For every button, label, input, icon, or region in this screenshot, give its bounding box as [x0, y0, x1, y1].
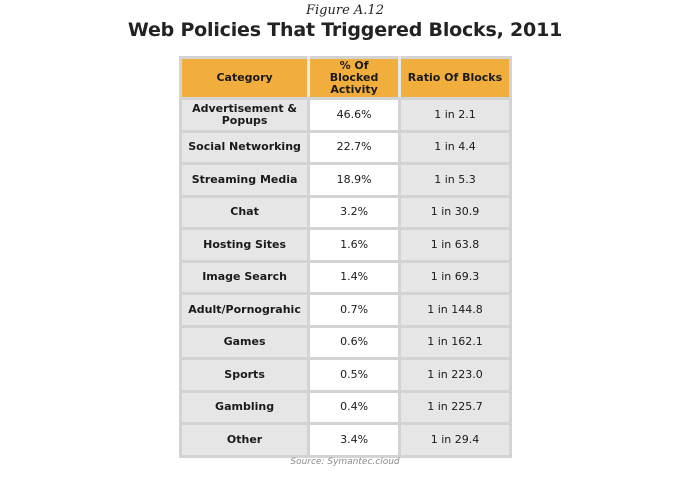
- percent-cell: 3.4%: [307, 422, 401, 456]
- category-cell: Streaming Media: [180, 162, 309, 196]
- percent-cell: 3.2%: [307, 194, 401, 229]
- table-row: Other 3.4% 1 in 29.4: [180, 422, 511, 456]
- table-header-row: Category % Of Blocked Activity Ratio Of …: [180, 57, 511, 100]
- ratio-cell: 1 in 225.7: [399, 389, 511, 424]
- percent-cell: 46.6%: [307, 98, 401, 131]
- table-row: Hosting Sites 1.6% 1 in 63.8: [180, 227, 511, 261]
- category-cell: Image Search: [180, 259, 309, 294]
- ratio-cell: 1 in 4.4: [399, 129, 511, 164]
- category-cell: Hosting Sites: [180, 227, 309, 261]
- ratio-cell: 1 in 5.3: [399, 162, 511, 196]
- header-category: Category: [180, 57, 309, 100]
- percent-cell: 0.5%: [307, 357, 401, 391]
- table-row: Gambling 0.4% 1 in 225.7: [180, 389, 511, 424]
- category-cell: Social Networking: [180, 129, 309, 164]
- ratio-cell: 1 in 29.4: [399, 422, 511, 456]
- figure-label: Figure A.12: [306, 3, 384, 18]
- category-cell: Other: [180, 422, 309, 456]
- header-ratio-of-blocks: Ratio Of Blocks: [397, 57, 511, 100]
- category-cell: Adult/Pornograhic: [180, 292, 309, 326]
- ratio-cell: 1 in 223.0: [399, 357, 511, 391]
- header-percent-blocked: % Of Blocked Activity: [307, 57, 400, 100]
- category-cell: Gambling: [180, 389, 309, 424]
- percent-cell: 0.7%: [307, 292, 401, 326]
- percent-cell: 1.4%: [307, 259, 401, 294]
- table-row: Image Search 1.4% 1 in 69.3: [180, 259, 511, 294]
- ratio-cell: 1 in 30.9: [399, 194, 511, 229]
- percent-cell: 0.4%: [307, 389, 401, 424]
- figure-title: Web Policies That Triggered Blocks, 2011: [127, 19, 563, 41]
- category-cell: Sports: [180, 357, 309, 391]
- table-row: Advertisement & Popups 46.6% 1 in 2.1: [180, 98, 511, 131]
- percent-cell: 0.6%: [307, 324, 401, 359]
- percent-cell: 1.6%: [307, 227, 401, 261]
- table-row: Chat 3.2% 1 in 30.9: [180, 194, 511, 229]
- source-note: Source: Symantec.cloud: [290, 457, 400, 467]
- category-cell: Chat: [180, 194, 309, 229]
- table-row: Adult/Pornograhic 0.7% 1 in 144.8: [180, 292, 511, 326]
- ratio-cell: 1 in 69.3: [399, 259, 511, 294]
- percent-cell: 18.9%: [307, 162, 401, 196]
- table-row: Streaming Media 18.9% 1 in 5.3: [180, 162, 511, 196]
- ratio-cell: 1 in 2.1: [399, 98, 511, 131]
- percent-cell: 22.7%: [307, 129, 401, 164]
- ratio-cell: 1 in 144.8: [399, 292, 511, 326]
- web-policies-table: Category % Of Blocked Activity Ratio Of …: [179, 56, 512, 458]
- category-cell: Advertisement & Popups: [180, 98, 309, 131]
- table-row: Sports 0.5% 1 in 223.0: [180, 357, 511, 391]
- ratio-cell: 1 in 162.1: [399, 324, 511, 359]
- category-cell: Games: [180, 324, 309, 359]
- table-row: Social Networking 22.7% 1 in 4.4: [180, 129, 511, 164]
- table-row: Games 0.6% 1 in 162.1: [180, 324, 511, 359]
- ratio-cell: 1 in 63.8: [399, 227, 511, 261]
